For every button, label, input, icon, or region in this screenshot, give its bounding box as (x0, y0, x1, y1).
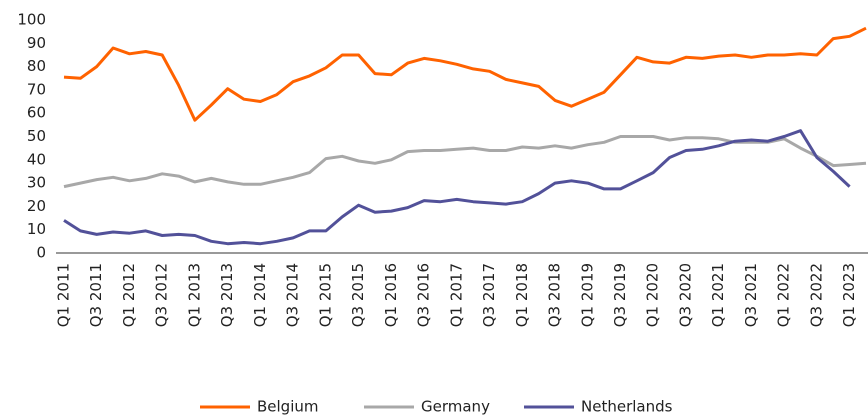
x-tick-label: Q1 2013 (185, 263, 203, 327)
line-series (63, 26, 867, 122)
x-tick-label: Q3 2013 (218, 263, 236, 327)
y-tick-label: 0 (36, 244, 46, 262)
y-tick-label: 80 (27, 57, 46, 75)
y-tick-label: 20 (27, 197, 46, 215)
x-tick-label: Q1 2014 (251, 263, 269, 327)
x-tick-label: Q3 2014 (284, 263, 302, 327)
legend-label: Germany (421, 398, 490, 416)
y-tick-label: 50 (27, 127, 46, 145)
x-tick-label: Q3 2011 (87, 263, 105, 327)
x-tick-label: Q3 2019 (611, 263, 629, 327)
x-tick-label: Q3 2021 (742, 263, 760, 327)
x-tick-label: Q3 2017 (480, 263, 498, 327)
x-tick-label: Q1 2023 (840, 263, 858, 327)
y-tick-label: 60 (27, 104, 46, 122)
x-tick-label: Q1 2016 (382, 263, 400, 327)
x-tick-label: Q3 2020 (676, 263, 694, 327)
legend-label: Belgium (257, 398, 319, 416)
x-tick-label: Q1 2022 (775, 263, 793, 327)
y-tick-label: 70 (27, 80, 46, 98)
line-series (63, 129, 851, 246)
x-tick-label: Q1 2021 (709, 263, 727, 327)
x-tick-label: Q1 2018 (513, 263, 531, 327)
line-series (63, 135, 867, 189)
y-tick-label: 90 (27, 34, 46, 52)
x-tick-label: Q1 2012 (120, 263, 138, 327)
x-tick-label: Q3 2022 (807, 263, 825, 327)
x-tick-label: Q1 2015 (316, 263, 334, 327)
x-tick-label: Q1 2017 (447, 263, 465, 327)
x-tick-label: Q3 2016 (415, 263, 433, 327)
x-tick-label: Q1 2011 (55, 263, 73, 327)
y-tick-label: 30 (27, 174, 46, 192)
y-tick-label: 10 (27, 220, 46, 238)
x-tick-label: Q1 2019 (578, 263, 596, 327)
y-tick-label: 40 (27, 150, 46, 168)
y-tick-label: 100 (17, 11, 46, 29)
x-tick-label: Q3 2018 (546, 263, 564, 327)
legend-label: Netherlands (581, 398, 673, 416)
x-tick-label: Q1 2020 (644, 263, 662, 327)
x-tick-label: Q3 2012 (153, 263, 171, 327)
x-tick-label: Q3 2015 (349, 263, 367, 327)
